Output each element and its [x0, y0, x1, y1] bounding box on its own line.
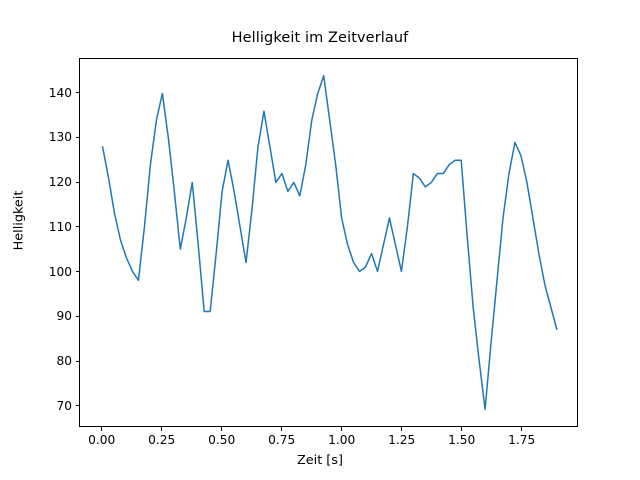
x-tick-label: 0.50: [208, 433, 236, 447]
y-tick-mark: [75, 315, 80, 317]
x-tick-mark: [221, 427, 223, 431]
y-tick-mark: [75, 136, 80, 138]
y-tick-mark: [75, 181, 80, 183]
x-tick-mark: [101, 427, 103, 431]
y-tick-label: 100: [48, 264, 72, 279]
line-series: [101, 74, 558, 411]
x-tick-label: 1.25: [388, 433, 416, 447]
x-tick-label: 0.25: [148, 433, 176, 447]
y-tick-mark: [75, 360, 80, 362]
y-axis-label: Helligkeit: [11, 190, 27, 251]
x-tick-label: 0.00: [88, 433, 116, 447]
x-tick-label: 1.50: [448, 433, 476, 447]
y-tick-mark: [75, 405, 80, 407]
x-tick-mark: [401, 427, 403, 431]
x-axis-tick-labels: 0.00 0.25 0.50 0.75 1.00 1.25 1.50 1.75: [0, 433, 640, 453]
y-tick-label: 120: [48, 175, 72, 190]
y-tick-mark: [75, 271, 80, 273]
y-tick-label: 80: [56, 354, 72, 369]
x-tick-mark: [281, 427, 283, 431]
x-tick-mark: [161, 427, 163, 431]
x-tick-label: 1.75: [508, 433, 536, 447]
x-tick-label: 0.75: [268, 433, 296, 447]
y-tick-label: 110: [48, 219, 72, 234]
x-tick-label: 1.00: [328, 433, 356, 447]
y-axis-tick-labels: 70 80 90 100 110 120 130 140: [28, 0, 72, 480]
x-tick-mark: [461, 427, 463, 431]
brightness-line: [101, 74, 558, 411]
y-tick-label: 90: [56, 309, 72, 324]
plot-area: [79, 58, 578, 427]
y-tick-mark: [75, 226, 80, 228]
y-tick-label: 70: [56, 398, 72, 413]
page-title: Helligkeit im Zeitverlauf: [231, 30, 409, 46]
y-tick-label: 140: [48, 85, 72, 100]
x-tick-mark: [521, 427, 523, 431]
x-axis-label: Zeit [s]: [297, 453, 343, 468]
y-tick-mark: [75, 92, 80, 94]
y-tick-label: 130: [48, 130, 72, 145]
x-tick-mark: [341, 427, 343, 431]
